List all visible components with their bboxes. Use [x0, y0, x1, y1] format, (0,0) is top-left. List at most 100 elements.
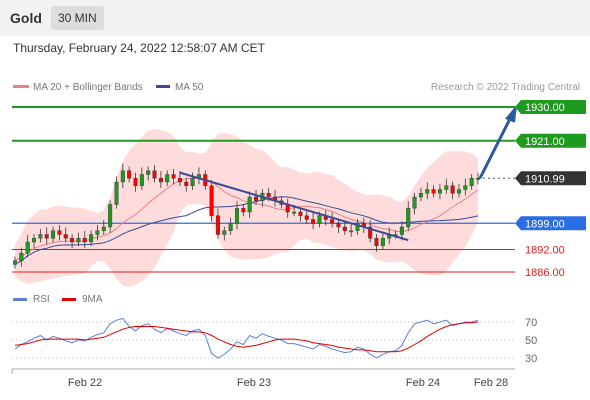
- candle-body: [254, 196, 259, 201]
- candle-body: [292, 211, 297, 214]
- candle-body: [89, 234, 94, 243]
- candle-body: [444, 185, 449, 190]
- instrument-title: Gold: [10, 10, 42, 26]
- ma50-legend-label: MA 50: [175, 82, 204, 93]
- candle-body: [12, 260, 17, 265]
- candle-body: [120, 170, 125, 183]
- level-label-1930-00: 1930.00: [525, 102, 565, 114]
- candle-body: [146, 170, 151, 175]
- candle-body: [469, 178, 474, 186]
- candle-body: [95, 230, 100, 235]
- ma9-legend-label: 9MA: [82, 294, 103, 305]
- candle-body: [425, 189, 430, 194]
- candle-body: [241, 208, 246, 213]
- candle-body: [44, 234, 49, 239]
- candle-body: [19, 253, 24, 261]
- candle-body: [127, 170, 132, 179]
- candle-body: [304, 215, 309, 220]
- candle-body: [368, 226, 373, 239]
- header-bar: Gold 30 MIN: [0, 0, 590, 36]
- credit-label: Research © 2022 Trading Central: [431, 82, 580, 93]
- bollinger-band: [15, 128, 478, 287]
- rsi-line: [14, 317, 479, 359]
- ma20-legend-swatch: [13, 85, 29, 88]
- rsi-ma9-line: [14, 321, 479, 353]
- candle-body: [165, 174, 170, 183]
- level-tag-1930-00: [515, 100, 586, 114]
- rsi-legend-label: RSI: [33, 294, 50, 305]
- ma9-legend-swatch: [62, 298, 76, 301]
- candle-body: [317, 215, 322, 224]
- candle-body: [456, 189, 461, 194]
- level-tag-1899-00: [515, 216, 586, 231]
- x-tick-label: Feb 24: [406, 377, 440, 389]
- candle-body: [70, 238, 75, 243]
- ma50-line: [14, 196, 479, 265]
- candle-body: [222, 230, 227, 235]
- candle-body: [380, 238, 385, 246]
- rsi-tick-label: 70: [525, 317, 537, 329]
- level-label-1910-99: 1910.99: [525, 173, 565, 185]
- ma20-legend-label: MA 20 + Bollinger Bands: [33, 82, 143, 93]
- rsi-tick-label: 50: [525, 335, 537, 347]
- candle-body: [32, 238, 37, 243]
- candle-body: [450, 185, 455, 194]
- candle-body: [51, 230, 56, 239]
- forecast-arrow-head: [505, 104, 517, 123]
- candle-body: [25, 241, 30, 254]
- candle-body: [38, 234, 43, 239]
- forecast-arrow-shaft: [478, 114, 514, 179]
- candle-body: [476, 178, 481, 180]
- candle-body: [228, 223, 233, 231]
- candle-body: [177, 178, 182, 183]
- ma50-legend-swatch: [156, 85, 170, 88]
- level-label-1899-00: 1899.00: [525, 218, 565, 230]
- candle-body: [336, 223, 341, 228]
- candle-body: [57, 230, 62, 235]
- candle-body: [355, 223, 360, 231]
- candle-body: [399, 226, 404, 235]
- candle-body: [342, 226, 347, 231]
- x-tick-label: Feb 23: [237, 377, 271, 389]
- timeframe-badge[interactable]: 30 MIN: [51, 6, 104, 30]
- level-tag-1910-99: [515, 171, 586, 186]
- candle-body: [133, 178, 138, 186]
- candle-body: [311, 219, 316, 224]
- candle-body: [190, 178, 195, 186]
- x-tick-label: Feb 28: [474, 377, 508, 389]
- candle-body: [209, 185, 214, 216]
- level-label-1886-00: 1886.00: [525, 267, 565, 279]
- candle-body: [463, 185, 468, 190]
- candle-body: [412, 196, 417, 209]
- candle-body: [349, 230, 354, 233]
- candle-body: [431, 189, 436, 194]
- candle-body: [114, 181, 119, 205]
- candle-body: [247, 196, 252, 213]
- candle-body: [437, 189, 442, 194]
- candle-body: [171, 174, 176, 179]
- candle-body: [215, 215, 220, 235]
- candle-body: [152, 170, 157, 179]
- chart-datetime: Thursday, February 24, 2022 12:58:07 AM …: [13, 41, 265, 55]
- candle-body: [298, 211, 303, 216]
- level-label-1892-00: 1892.00: [525, 245, 565, 257]
- candle-body: [158, 178, 163, 183]
- rsi-tick-label: 30: [525, 353, 537, 365]
- candle-body: [108, 204, 113, 228]
- candle-body: [82, 238, 87, 243]
- candle-body: [406, 208, 411, 228]
- level-tag-1921-00: [515, 133, 586, 148]
- candle-body: [76, 238, 81, 243]
- candle-body: [184, 181, 189, 186]
- candle-body: [101, 226, 106, 231]
- level-label-1921-00: 1921.00: [525, 136, 565, 148]
- rsi-legend-swatch: [13, 298, 27, 301]
- candle-body: [63, 234, 68, 239]
- x-tick-label: Feb 22: [68, 377, 102, 389]
- candle-body: [374, 238, 379, 246]
- candle-body: [234, 208, 239, 224]
- candle-body: [418, 193, 423, 198]
- trendline: [179, 171, 409, 242]
- candle-body: [139, 174, 144, 186]
